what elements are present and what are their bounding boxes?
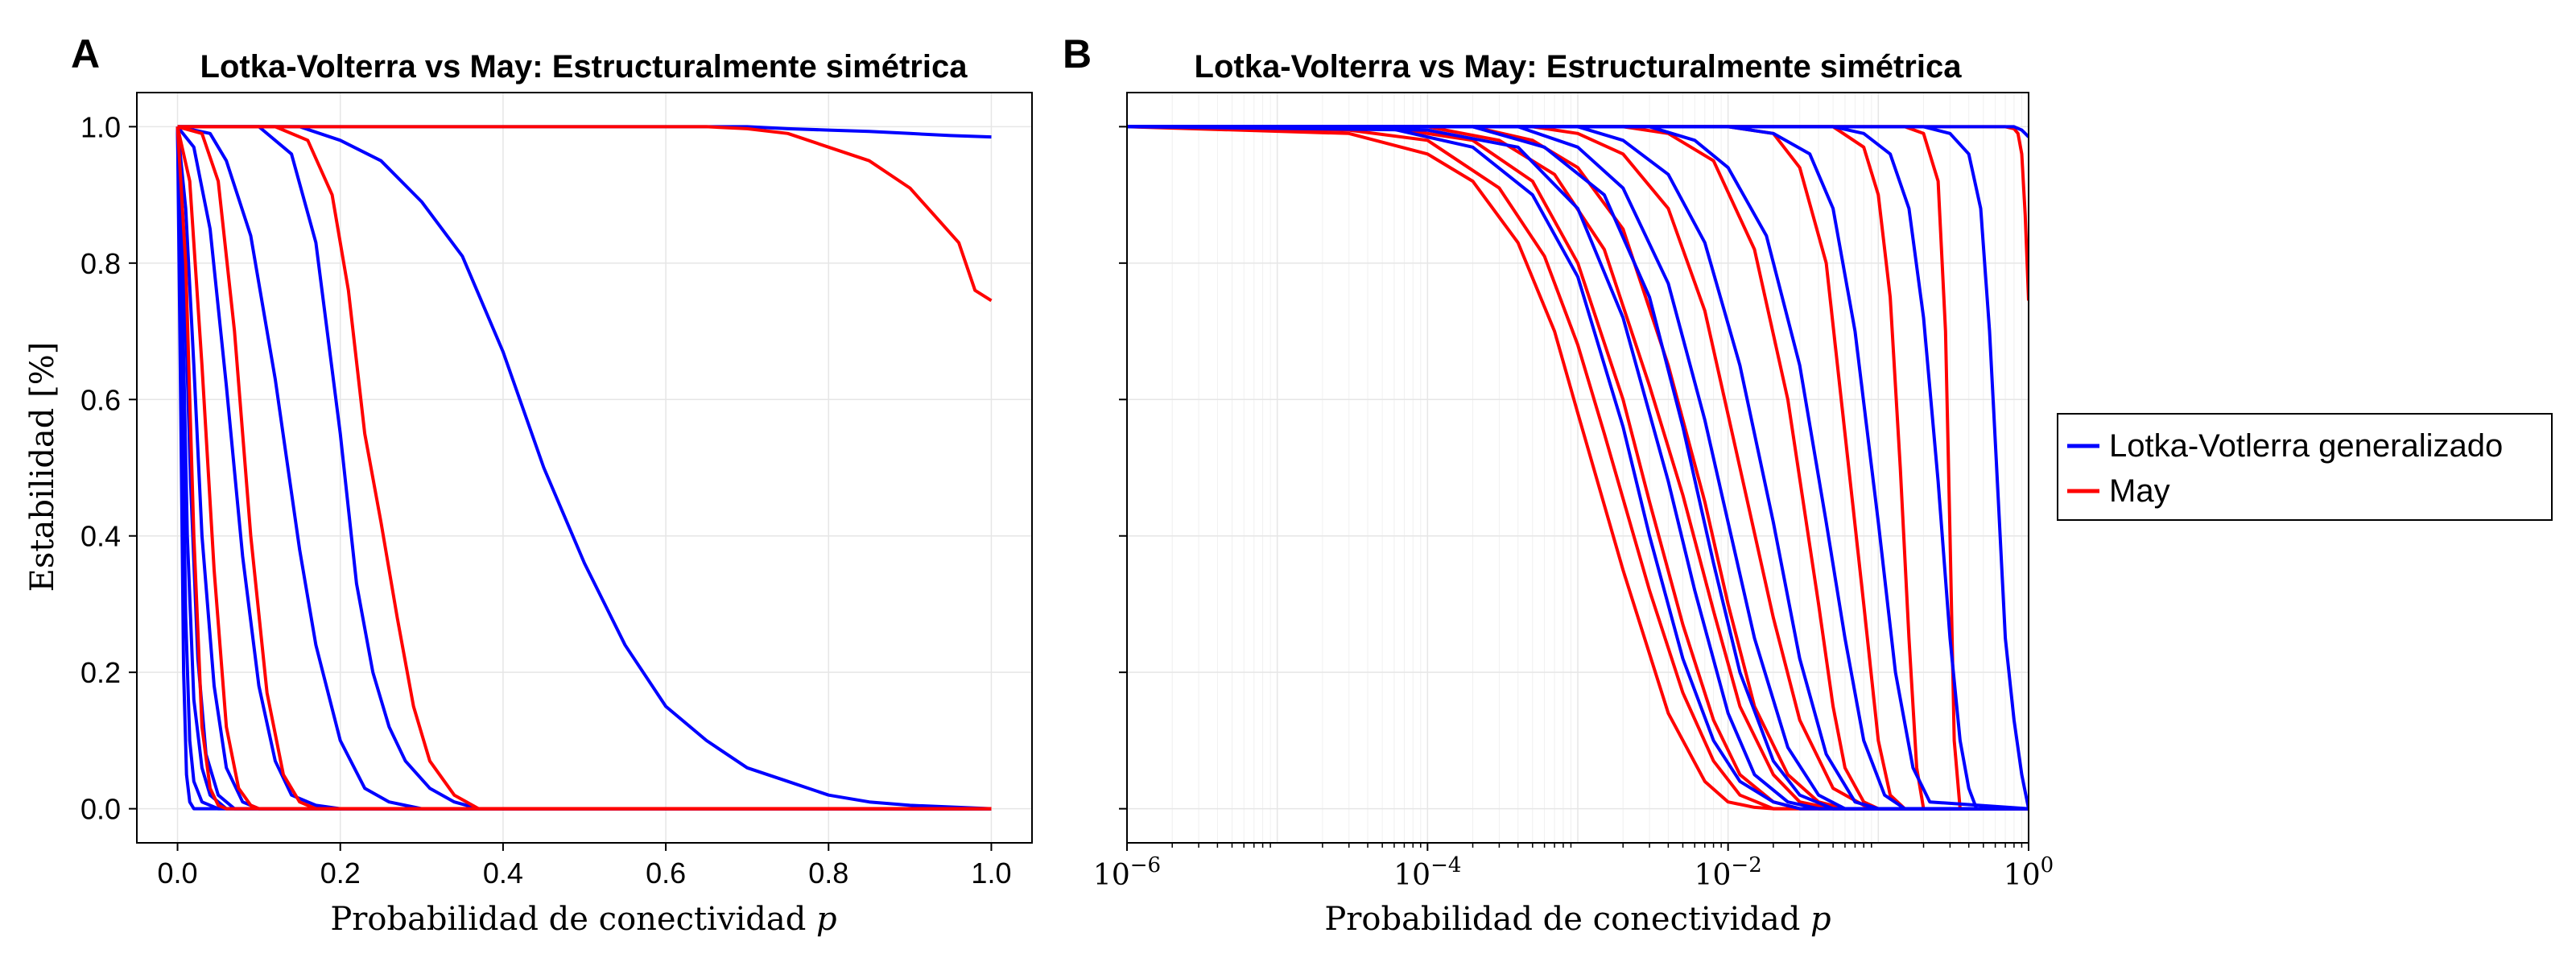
panel-b-series-lv-20 [1127, 125, 2029, 138]
panel-a-series-lv-7 [177, 125, 992, 811]
legend-label-lv: Lotka-Votlerra generalizado [2109, 428, 2503, 464]
panel-a-ytick-label: 0.4 [80, 520, 121, 553]
panel-a-series-lv-0 [175, 126, 992, 811]
panel-a-series-lv-3 [175, 126, 992, 811]
panel-b-xtick-label: 10−2 [1695, 853, 1762, 892]
panel-a-series-lv-5 [175, 126, 992, 811]
panel-a-series-may-10 [175, 126, 992, 811]
panel-a-ytick-label: 0.0 [80, 793, 121, 826]
panel-a-xtick-label: 0.4 [483, 857, 523, 890]
legend-label-may: May [2109, 473, 2170, 509]
panel-b-ticks: 10−6 10−4 10−2 100 [1093, 126, 2054, 892]
panel-a-series-lv-1 [175, 126, 992, 811]
panel-a-ytick-label: 0.6 [80, 383, 121, 416]
panel-b-xlabel-text: Probabilidad de conectividad [1324, 901, 1800, 938]
panel-a-series-lv-6 [177, 125, 992, 811]
panel-a-xlabel: Probabilidad de conectividad p [330, 901, 836, 938]
panel-b-series-lv-18 [1127, 125, 2029, 811]
panel-a-xtick-label: 1.0 [971, 857, 1011, 890]
panel-b-series-lv-12 [1127, 125, 2029, 811]
panel-a-xtick-label: 0.8 [808, 857, 848, 890]
panel-a-ylabel: Estabilidad [%] [24, 342, 61, 592]
panel-letter-a: A [71, 31, 100, 76]
panel-b-series-lv-19 [1127, 125, 2029, 809]
panel-b-series-lv-16 [1127, 125, 2029, 811]
panel-b-series-may-6 [1127, 125, 2029, 811]
panel-b-series-lv-13 [1127, 125, 2029, 811]
panel-b-title: Lotka-Volterra vs May: Estructuralmente … [1195, 49, 1963, 85]
panel-a-ytick-label: 0.2 [80, 656, 121, 689]
panel-letter-b: B [1063, 31, 1092, 76]
legend-box [2057, 413, 2553, 521]
panel-a-xtick-label: 0.6 [646, 857, 686, 890]
panel-b-xtick-label: 10−6 [1093, 853, 1161, 892]
panel-b-series-lv-15 [1127, 125, 2029, 811]
panel-b-series-lv-17 [1127, 125, 2029, 811]
legend: Lotka-Votlerra generalizado May [2057, 413, 2553, 521]
panel-a-series-lv-4 [175, 126, 992, 811]
panel-a-series-may-14 [177, 125, 993, 303]
panel-a-xlabel-var: p [816, 901, 837, 938]
panel-a-series-may-13 [177, 125, 992, 811]
panel-a-ytick-label: 1.0 [80, 110, 121, 143]
panel-a-lines [175, 125, 993, 811]
panel-a-xtick-label: 0.2 [320, 857, 361, 890]
panel-a-frame [136, 92, 1033, 844]
panel-b-xtick-label: 100 [2004, 853, 2054, 892]
panel-b-series-may-8 [1127, 125, 2029, 811]
panel-a-series-may-11 [175, 126, 992, 811]
panel-a-series-lv-8 [177, 125, 992, 811]
panel-a-xlabel-text: Probabilidad de conectividad [330, 901, 806, 938]
panel-b-xlabel-var: p [1810, 901, 1831, 938]
panel-b-xtick-label: 10−4 [1393, 853, 1461, 892]
panel-a-series-lv-2 [175, 126, 992, 811]
panel-b-lines [1127, 125, 2029, 811]
panel-b-series-lv-14 [1127, 125, 2029, 811]
panel-a-ytick-label: 0.8 [80, 247, 121, 280]
panel-a-ticks: 0.0 0.2 0.4 0.6 0.8 1.0 0.0 0.2 0.4 0.6 0.8 1.0 [80, 110, 1012, 890]
panel-a-series-may-12 [176, 125, 992, 811]
panel-b-series-may-3 [1127, 125, 2029, 811]
panel-b-frame [1126, 92, 2029, 844]
panel-b-xlabel: Probabilidad de conectividad p [1324, 901, 1831, 938]
panel-b-series-may-0 [1127, 125, 2029, 811]
panel-a-grid [137, 93, 1032, 843]
panel-b-series-lv-11 [1127, 125, 2029, 811]
panel-b-grid [1126, 93, 2029, 843]
panel-a-xtick-label: 0.0 [158, 857, 198, 890]
panel-b-series-may-1 [1127, 125, 2029, 811]
panel-a-title: Lotka-Volterra vs May: Estructuralmente … [200, 49, 968, 85]
panel-b-series-may-9 [1127, 125, 2029, 811]
